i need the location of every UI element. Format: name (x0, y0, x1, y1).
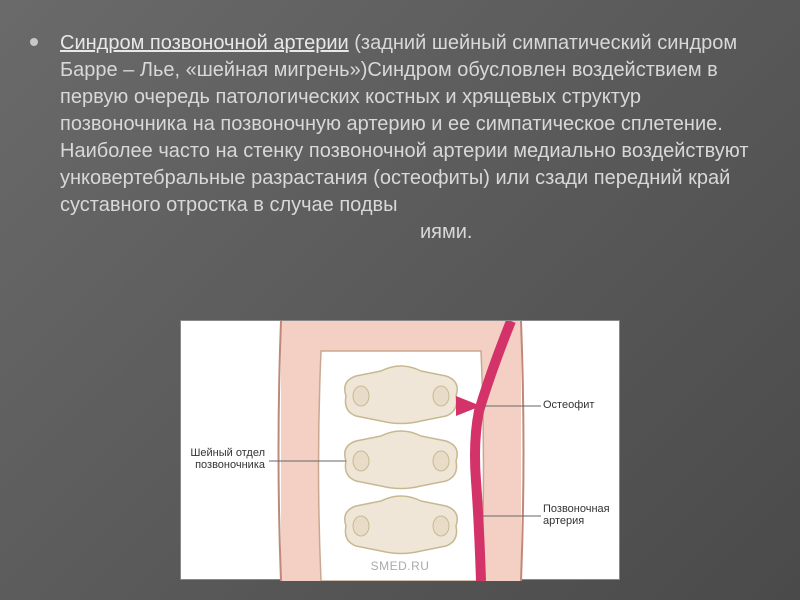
slide-title: Синдром позвоночной артерии (60, 32, 349, 54)
label-cervical-spine: Шейный отдел позвоночника (185, 447, 265, 471)
slide-body-tail: иями. (420, 221, 472, 243)
label-vertebral-artery: Позвоночная артерия (543, 503, 619, 527)
vertebra-3 (345, 496, 458, 554)
vertebra-2 (345, 431, 458, 489)
paragraph: Синдром позвоночной артерии (задний шейн… (60, 30, 760, 246)
label-osteophyte: Остеофит (543, 399, 594, 411)
bullet-marker (30, 38, 38, 46)
slide-body: (задний шейный симпатический синдром Бар… (60, 32, 749, 216)
anatomy-diagram: Шейный отдел позвоночника Остеофит Позво… (180, 320, 620, 580)
watermark-text: SMED.RU (371, 559, 430, 573)
slide-content: Синдром позвоночной артерии (задний шейн… (0, 0, 800, 246)
vertebra-1 (345, 366, 458, 424)
neck-outline-left (279, 321, 282, 581)
neck-outline-right (521, 321, 524, 581)
